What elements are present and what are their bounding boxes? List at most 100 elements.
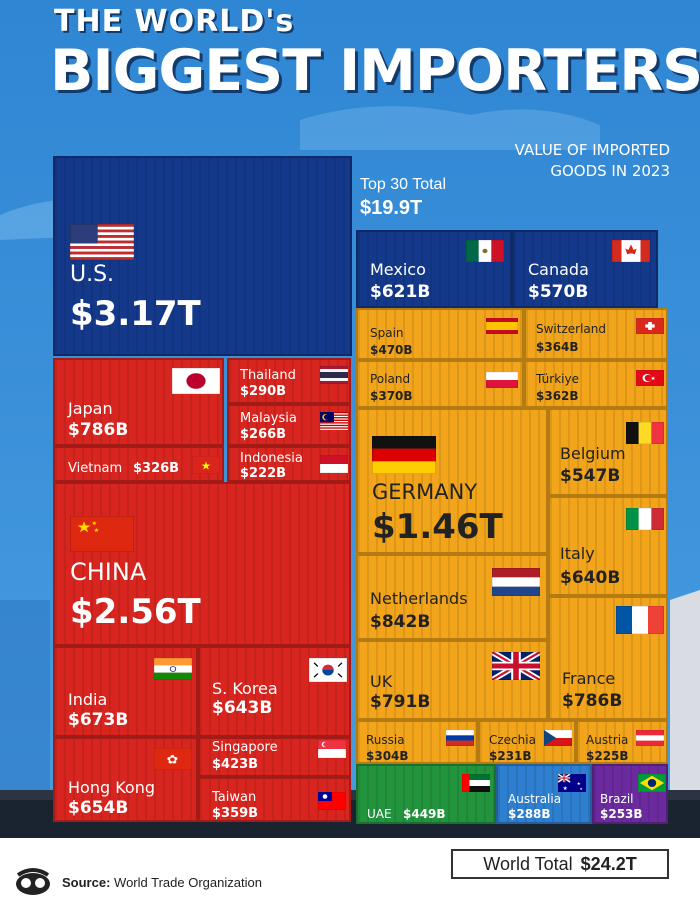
country-name: Thailand (240, 368, 296, 383)
country-name: Canada (528, 260, 589, 279)
country-name: UK (370, 672, 393, 691)
import-value: $621B (370, 282, 431, 302)
import-value: $2.56T (70, 592, 201, 632)
country-name: France (562, 669, 616, 688)
country-name: Taiwan (212, 790, 257, 805)
france-flag-icon (615, 605, 665, 639)
country-name: Malaysia (240, 411, 297, 426)
import-value: $326B (133, 461, 180, 476)
import-value: $654B (68, 798, 129, 818)
hong-kong-flag-icon: ✿ (153, 747, 193, 775)
country-name: Russia (366, 733, 405, 747)
world-total-box: World Total $24.2T (451, 849, 669, 879)
country-name: Indonesia (240, 451, 303, 466)
country-name: Japan (68, 399, 113, 418)
import-value: $359B (212, 806, 259, 821)
country-name: Türkiye (536, 372, 579, 386)
world-total-value: $24.2T (580, 853, 637, 874)
austria-flag-icon (635, 729, 665, 751)
taiwan-flag-icon (317, 791, 347, 815)
tile-brazil: Brazil $253B (592, 764, 668, 824)
czechia-flag-icon (543, 729, 573, 751)
netherlands-flag-icon (491, 567, 541, 601)
import-value: $253B (600, 807, 643, 821)
uk-flag-icon (490, 649, 542, 685)
country-name: Spain (370, 326, 404, 340)
import-value: $449B (403, 807, 446, 821)
tile-spain: Spain $470B (356, 308, 524, 360)
country-name: Poland (370, 372, 411, 386)
import-value: $470B (370, 343, 413, 357)
canada-flag-icon (611, 239, 651, 267)
import-value: $266B (240, 427, 287, 442)
svg-text:★: ★ (577, 781, 582, 786)
import-value: $222B (240, 466, 287, 481)
country-name: Singapore (212, 740, 278, 755)
import-value: $1.46T (372, 507, 503, 547)
country-name: Czechia (489, 733, 536, 747)
svg-text:★: ★ (76, 520, 91, 536)
source-line: Source: World Trade Organization (62, 875, 262, 890)
brazil-flag-icon (637, 773, 666, 797)
tile-italy: Italy $640B (548, 496, 668, 596)
us-flag-icon (69, 223, 135, 265)
country-name: CHINA (70, 558, 147, 586)
import-value: $225B (586, 749, 629, 763)
import-value: $643B (212, 698, 273, 718)
top30-label: Top 30 Total (360, 176, 446, 193)
tile-poland: Poland $370B (356, 360, 524, 408)
title-line-2: BIGGEST IMPORTERS (50, 38, 700, 104)
belgium-flag-icon (625, 421, 665, 449)
import-value: $640B (560, 568, 621, 588)
import-value: $786B (562, 691, 623, 711)
tile-australia: Australia $288B ★ ★ ★ (496, 764, 592, 824)
singapore-flag-icon (317, 739, 347, 763)
switzerland-flag-icon (635, 317, 665, 339)
russia-flag-icon (445, 729, 475, 751)
turkiye-flag-icon: ★ (635, 369, 665, 391)
tile-india: India $673B (53, 646, 198, 737)
tile-china: CHINA $2.56T ★ ★ ★ (53, 482, 351, 646)
tile-vietnam: Vietnam $326B ★ (53, 446, 224, 482)
source-text: World Trade Organization (114, 875, 262, 890)
import-value: $423B (212, 757, 259, 772)
subtitle: VALUE OF IMPORTED GOODS IN 2023 (450, 140, 670, 182)
svg-text:★: ★ (579, 787, 583, 791)
thailand-flag-icon (319, 365, 349, 389)
country-name: Mexico (370, 260, 426, 279)
svg-text:★: ★ (563, 785, 568, 792)
import-value: $304B (366, 749, 409, 763)
tile-austria: Austria $225B (576, 720, 668, 764)
svg-text:★: ★ (93, 528, 99, 534)
import-value: $786B (68, 420, 129, 440)
tile-france: France $786B (548, 596, 668, 720)
japan-flag-icon (171, 367, 221, 399)
country-name: Switzerland (536, 322, 606, 336)
top30-total: Top 30 Total $19.9T (360, 176, 446, 220)
country-name: U.S. (70, 262, 115, 287)
country-name: GERMANY (372, 480, 478, 504)
svg-text:★: ★ (91, 520, 97, 526)
italy-flag-icon (625, 507, 665, 535)
south-korea-flag-icon (308, 657, 348, 687)
tile-japan: Japan $786B (53, 358, 224, 446)
tile-singapore: Singapore $423B (198, 737, 351, 777)
country-name: Belgium (560, 444, 626, 463)
india-flag-icon (153, 657, 193, 685)
tile-switzerland: Switzerland $364B (524, 308, 668, 360)
country-name: S. Korea (212, 679, 278, 698)
tile-netherlands: Netherlands $842B (356, 554, 548, 640)
svg-text:★: ★ (201, 461, 211, 473)
indonesia-flag-icon (319, 454, 349, 478)
tile-uae: UAE $449B (356, 764, 496, 824)
tile-uk: UK $791B (356, 640, 548, 720)
source-label: Source: (62, 875, 111, 890)
import-value: $570B (528, 282, 589, 302)
subtitle-line-2: GOODS IN 2023 (550, 162, 670, 180)
country-name: Netherlands (370, 589, 468, 608)
tile-indonesia: Indonesia $222B (227, 446, 351, 482)
tile-germany: GERMANY $1.46T (356, 408, 548, 554)
country-name: Hong Kong (68, 778, 155, 797)
import-value: $547B (560, 466, 621, 486)
